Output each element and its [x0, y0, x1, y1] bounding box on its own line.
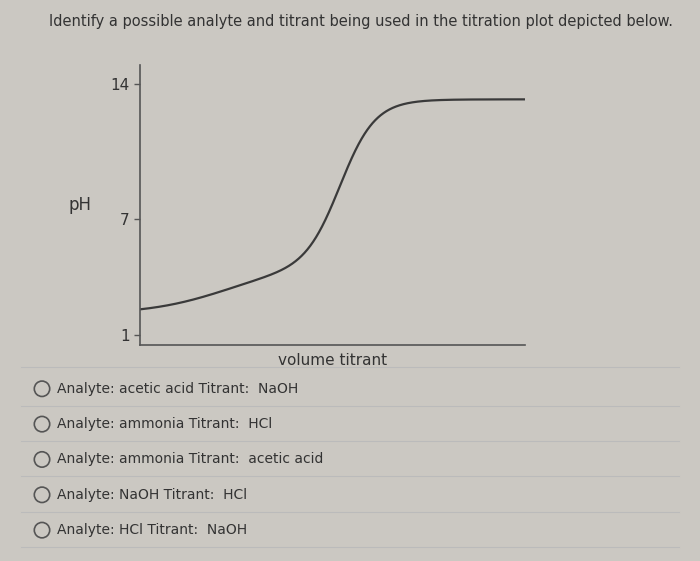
Text: pH: pH	[69, 196, 92, 214]
Text: Analyte: acetic acid Titrant:  NaOH: Analyte: acetic acid Titrant: NaOH	[57, 382, 299, 396]
Text: Analyte: NaOH Titrant:  HCl: Analyte: NaOH Titrant: HCl	[57, 488, 248, 502]
Text: Analyte: HCl Titrant:  NaOH: Analyte: HCl Titrant: NaOH	[57, 523, 248, 537]
Text: Analyte: ammonia Titrant:  HCl: Analyte: ammonia Titrant: HCl	[57, 417, 272, 431]
Text: Analyte: ammonia Titrant:  acetic acid: Analyte: ammonia Titrant: acetic acid	[57, 453, 324, 466]
X-axis label: volume titrant: volume titrant	[278, 353, 387, 369]
Text: Identify a possible analyte and titrant being used in the titration plot depicte: Identify a possible analyte and titrant …	[49, 14, 673, 29]
